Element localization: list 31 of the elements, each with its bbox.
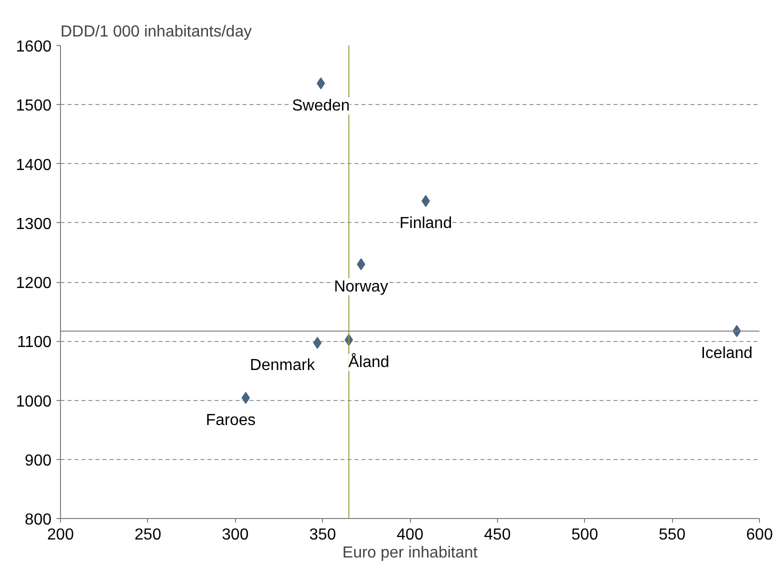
y-tick-label: 800 bbox=[24, 512, 52, 528]
x-tick-label: 450 bbox=[484, 526, 511, 544]
annotation: Norway bbox=[334, 278, 388, 296]
annotation: Faroes bbox=[206, 412, 256, 429]
point bbox=[356, 258, 366, 270]
y-tick-label: 1200 bbox=[16, 275, 52, 292]
y-tick-label: 1300 bbox=[16, 216, 52, 233]
y-axis-title: DDD/1 000 inhabitants/day bbox=[60, 24, 252, 40]
y-tick-label: 1600 bbox=[16, 38, 52, 56]
annotation: Sweden bbox=[292, 97, 350, 114]
point bbox=[316, 77, 326, 90]
y-tick-label: 900 bbox=[24, 452, 52, 470]
y-tick-label: 1400 bbox=[16, 156, 52, 174]
annotation: Denmark bbox=[250, 356, 316, 374]
x-tick-label: 350 bbox=[309, 526, 336, 544]
annotation: Finland bbox=[399, 215, 452, 232]
x-tick-label: 200 bbox=[47, 526, 74, 544]
x-tick-label: 250 bbox=[134, 526, 162, 544]
point bbox=[313, 336, 322, 349]
y-tick-label: 1000 bbox=[16, 393, 52, 410]
annotation: Iceland bbox=[700, 345, 753, 362]
y-tick-label: 1500 bbox=[16, 98, 52, 115]
x-axis-title: Euro per inhabitant bbox=[342, 544, 478, 562]
point bbox=[422, 195, 430, 207]
x-tick-label: 550 bbox=[658, 526, 686, 544]
x-tick-label: 400 bbox=[396, 526, 424, 544]
x-tick-label: 500 bbox=[571, 526, 598, 544]
x-tick-label: 600 bbox=[746, 526, 773, 544]
annotation: Åland bbox=[348, 352, 390, 371]
y-tick-label: 1100 bbox=[17, 334, 52, 352]
x-tick-label: 300 bbox=[222, 526, 249, 544]
